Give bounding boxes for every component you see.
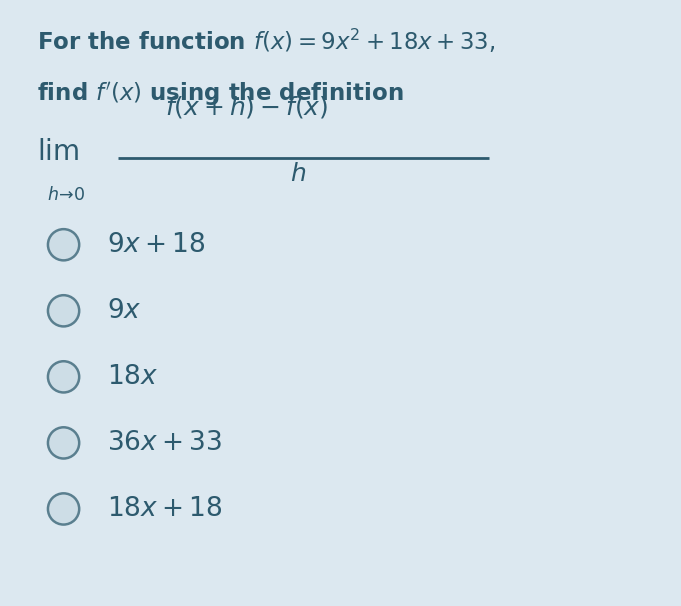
Text: $18x + 18$: $18x + 18$: [108, 496, 223, 522]
Ellipse shape: [48, 493, 79, 525]
Text: For the function $f(x) = 9x^2 + 18x + 33,$: For the function $f(x) = 9x^2 + 18x + 33…: [37, 27, 495, 55]
Text: $9x + 18$: $9x + 18$: [108, 231, 206, 258]
Ellipse shape: [48, 295, 79, 327]
Text: $\mathrm{lim}$: $\mathrm{lim}$: [37, 138, 79, 166]
Ellipse shape: [48, 229, 79, 261]
Text: $18x$: $18x$: [108, 364, 159, 390]
Ellipse shape: [48, 361, 79, 393]
Text: $h$: $h$: [290, 162, 306, 186]
Text: $f(x + h) - f(x)$: $f(x + h) - f(x)$: [165, 94, 328, 120]
Text: $36x + 33$: $36x + 33$: [108, 430, 223, 456]
Text: $h\!\rightarrow\!0$: $h\!\rightarrow\!0$: [47, 186, 85, 204]
Text: find $f'(x)$ using the definition: find $f'(x)$ using the definition: [37, 81, 403, 109]
Text: $9x$: $9x$: [108, 298, 142, 324]
Ellipse shape: [48, 427, 79, 459]
